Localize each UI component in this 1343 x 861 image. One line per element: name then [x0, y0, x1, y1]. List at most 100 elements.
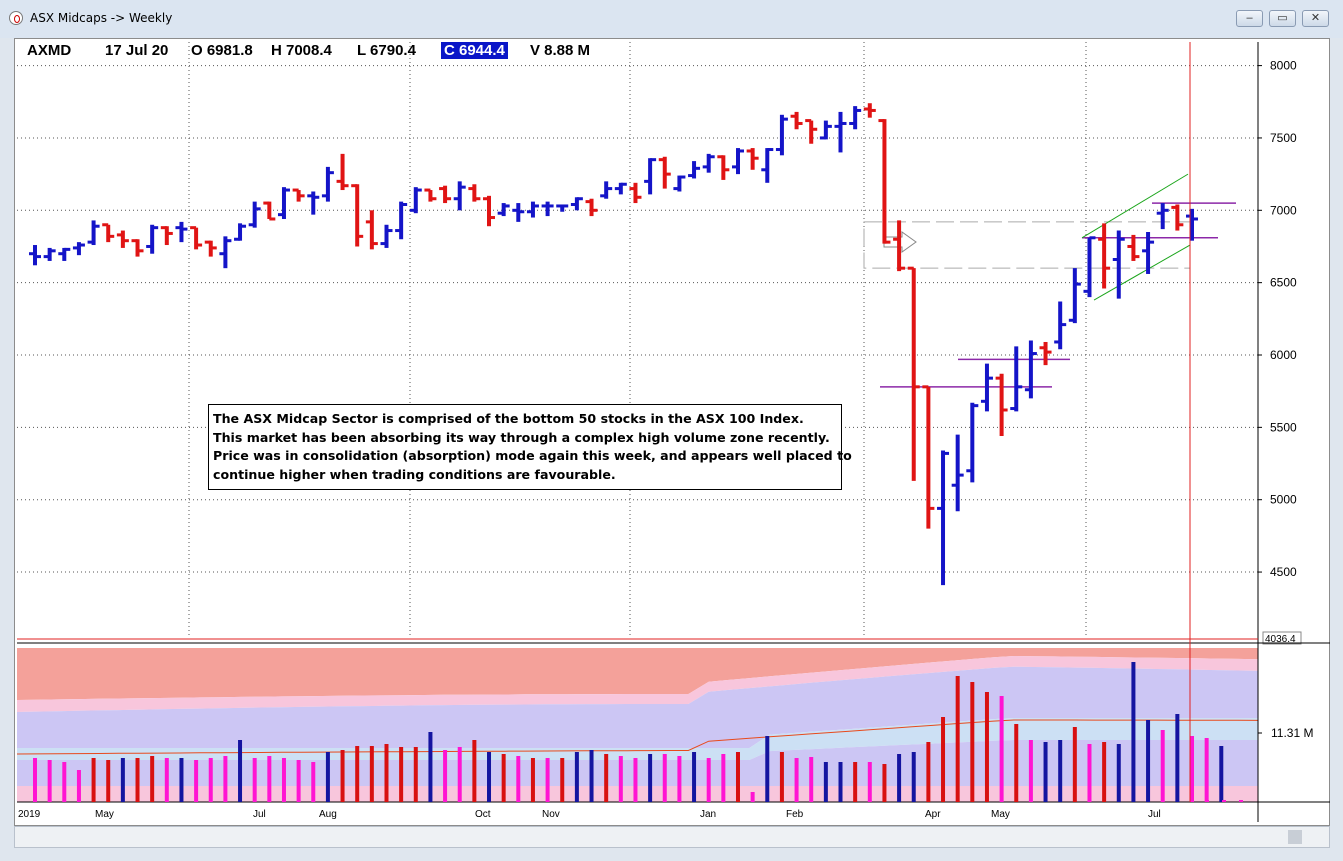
channel-lower-line	[1093, 244, 1191, 301]
volume-bar	[91, 758, 96, 802]
volume-bar	[516, 756, 521, 802]
volume-bar	[911, 752, 916, 802]
price-axis-label: 7000	[1270, 203, 1297, 217]
date-axis-label: Jul	[1148, 809, 1161, 820]
annotation-line: continue higher when trading conditions …	[213, 466, 616, 482]
volume-bar	[1116, 744, 1121, 802]
window-title: ASX Midcaps -> Weekly	[30, 11, 173, 25]
volume-bar	[677, 756, 682, 802]
volume-bar	[443, 750, 448, 802]
volume-bar	[750, 792, 755, 802]
volume-bar	[1028, 740, 1033, 802]
price-axis-label: 5000	[1270, 493, 1297, 507]
volume-bar	[838, 762, 843, 802]
volume-bar-empty	[1205, 800, 1209, 802]
volume-bar	[355, 746, 360, 802]
volume-value: V 8.88 M	[530, 42, 591, 59]
volume-bar	[238, 740, 243, 802]
volume-bar	[867, 762, 872, 802]
volume-bar	[721, 754, 726, 802]
volume-bar	[604, 754, 609, 802]
annotation-line: This market has been absorbing its way t…	[213, 429, 830, 445]
title-bar: ASX Midcaps -> Weekly – ▭ ✕	[0, 0, 1343, 38]
open-value: O 6981.8	[191, 42, 253, 59]
volume-bar	[1087, 744, 1092, 802]
volume-bar	[252, 758, 257, 802]
volume-bar	[882, 764, 887, 802]
restore-button[interactable]: ▭	[1269, 10, 1296, 27]
price-min-label: 4036.4	[1265, 634, 1296, 645]
price-axis-label: 7500	[1270, 131, 1297, 145]
volume-bar	[999, 696, 1004, 802]
volume-bar	[662, 754, 667, 802]
price-axis-label: 8000	[1270, 59, 1297, 73]
volume-bar	[809, 757, 814, 802]
volume-bar	[150, 756, 155, 802]
volume-bar	[1190, 736, 1194, 802]
volume-band-pink	[17, 656, 1258, 712]
volume-bar	[208, 758, 213, 802]
volume-bar	[853, 762, 858, 802]
date-axis-label: Feb	[786, 809, 804, 820]
price-axis-label: 6000	[1270, 348, 1297, 362]
volume-bar	[106, 760, 111, 802]
volume-bar	[33, 758, 37, 802]
volume-bar	[618, 756, 623, 802]
price-min-box	[1262, 631, 1302, 645]
volume-bar	[76, 770, 81, 802]
volume-bar	[120, 758, 125, 802]
horizontal-scrollbar[interactable]	[14, 826, 1330, 848]
volume-bar	[560, 758, 565, 802]
close-value: C 6944.4	[441, 42, 508, 59]
annotation-line: The ASX Midcap Sector is comprised of th…	[213, 411, 804, 426]
price-axis-label: 4500	[1270, 565, 1297, 579]
volume-bar	[1014, 724, 1019, 802]
volume-bar	[765, 736, 770, 802]
volume-bar	[794, 758, 799, 802]
volume-bar	[1219, 746, 1224, 802]
volume-bar	[399, 747, 404, 802]
volume-bar	[369, 746, 374, 802]
volume-axis-label: 11.31 M	[1271, 726, 1313, 740]
volume-bar	[633, 758, 638, 802]
price-panel	[17, 42, 1258, 638]
volume-bar	[296, 760, 301, 802]
date-axis-label: Apr	[925, 809, 941, 820]
volume-bar	[941, 717, 946, 802]
close-button[interactable]: ✕	[1302, 10, 1329, 27]
volume-bar	[926, 742, 931, 802]
volume-bar	[1131, 662, 1136, 802]
volume-bar	[62, 762, 67, 802]
date-axis-label: Oct	[475, 809, 491, 820]
volume-bar	[574, 752, 579, 802]
volume-average-line	[16, 719, 1259, 755]
volume-bar	[1058, 740, 1063, 802]
volume-bar	[530, 758, 535, 802]
volume-bar	[413, 747, 418, 802]
volume-bar	[267, 756, 272, 802]
volume-bar	[779, 752, 784, 802]
date-axis-label: Nov	[542, 809, 560, 820]
volume-band-red	[17, 648, 1258, 700]
volume-bar	[135, 758, 140, 802]
volume-bar	[194, 760, 199, 802]
minimize-button[interactable]: –	[1236, 10, 1263, 27]
volume-bar	[1102, 742, 1107, 802]
volume-bar-empty	[1222, 800, 1226, 802]
volume-bar	[487, 752, 492, 802]
date-axis-label: May	[991, 809, 1010, 820]
volume-bar	[223, 756, 228, 802]
high-value: H 7008.4	[271, 42, 332, 59]
date-label: 17 Jul 20	[105, 42, 169, 59]
volume-bar	[47, 760, 52, 802]
annotation-box: The ASX Midcap Sector is comprised of th…	[208, 404, 852, 490]
price-axis-label: 5500	[1270, 420, 1297, 434]
volume-bar-empty	[1239, 800, 1243, 802]
volume-bar	[1146, 720, 1151, 802]
volume-bar	[1160, 730, 1165, 802]
volume-bar	[428, 732, 433, 802]
channel-upper-line	[1081, 173, 1189, 239]
date-axis-label: Aug	[319, 809, 337, 820]
scroll-thumb[interactable]	[1288, 830, 1302, 844]
